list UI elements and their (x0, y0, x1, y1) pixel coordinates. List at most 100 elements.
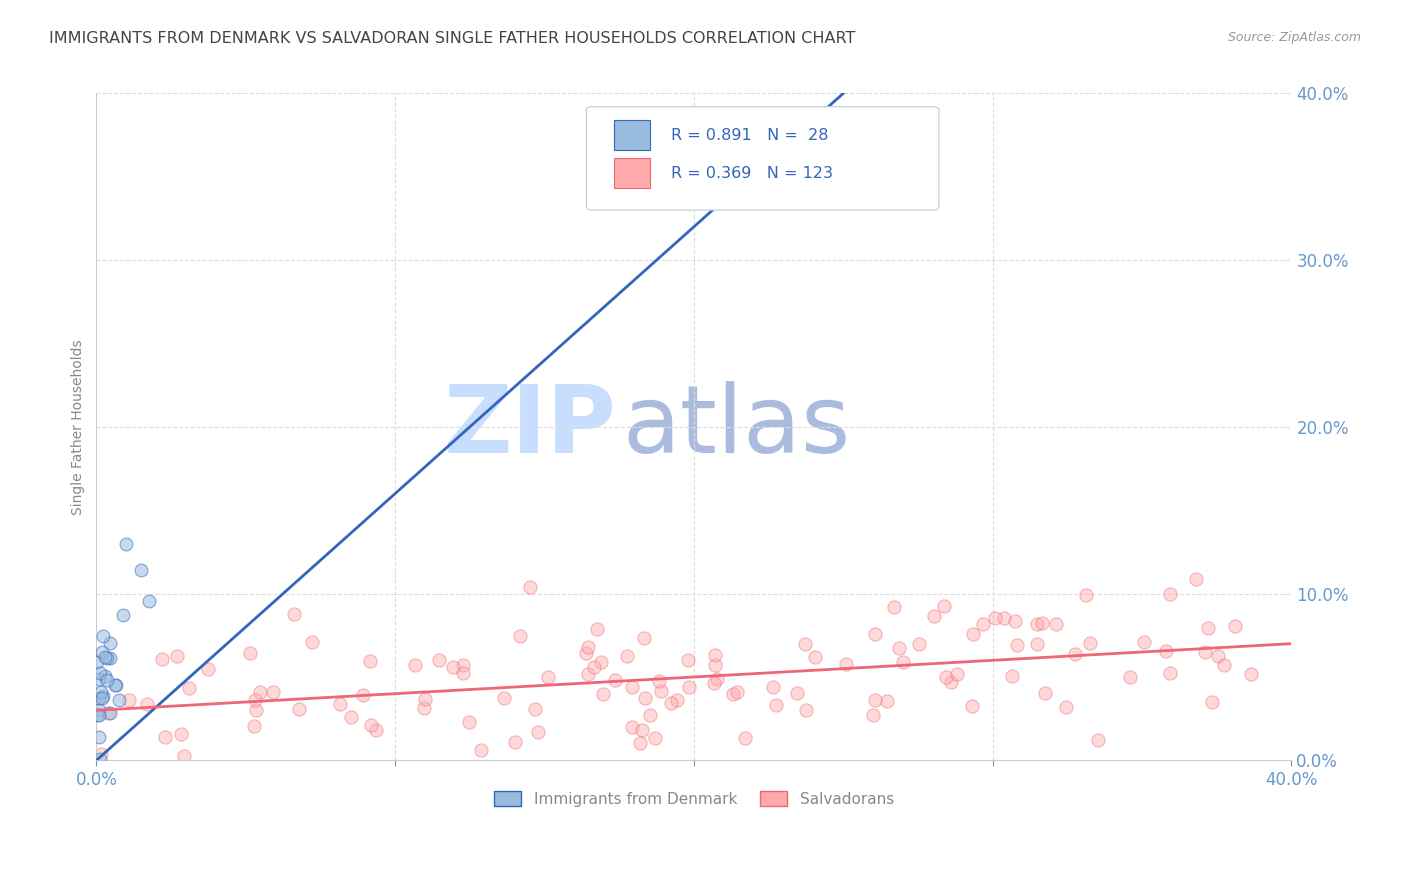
Point (360, 718, 382, 732)
Point (105, 678, 128, 692)
Point (503, 735, 526, 749)
Text: Source: ZipAtlas.com: Source: ZipAtlas.com (1227, 31, 1361, 45)
Point (666, 693, 689, 707)
Point (1133, 635, 1156, 649)
FancyBboxPatch shape (614, 120, 650, 151)
Point (427, 652, 450, 666)
Point (1119, 670, 1142, 684)
Point (765, 698, 787, 713)
Point (115, 536, 138, 550)
Point (804, 650, 827, 665)
Point (118, 692, 141, 706)
Point (509, 629, 531, 643)
Point (112, 608, 135, 623)
Point (644, 731, 666, 745)
Point (97, 706, 120, 720)
Point (93, 689, 115, 703)
Point (862, 707, 884, 722)
Point (301, 634, 323, 648)
Point (359, 654, 381, 668)
Point (891, 655, 914, 669)
Point (1197, 621, 1219, 635)
Point (960, 698, 983, 713)
Y-axis label: Single Father Households: Single Father Households (72, 339, 86, 515)
Point (794, 703, 817, 717)
Point (87, 691, 110, 706)
Point (288, 702, 311, 716)
Point (703, 648, 725, 662)
Point (1007, 638, 1029, 652)
Point (574, 646, 596, 660)
Point (659, 697, 682, 711)
Text: atlas: atlas (623, 381, 851, 473)
Point (704, 657, 727, 672)
Point (932, 599, 955, 613)
Point (413, 691, 436, 706)
Point (1045, 617, 1067, 632)
Point (90, 685, 112, 699)
Point (583, 660, 606, 674)
Point (703, 675, 725, 690)
Point (519, 580, 541, 594)
Point (633, 631, 655, 645)
Point (1004, 614, 1026, 628)
Point (108, 693, 131, 707)
Point (945, 667, 967, 681)
Point (908, 637, 931, 651)
Point (94, 669, 117, 683)
Point (94, 649, 117, 664)
Point (621, 720, 644, 734)
Point (883, 599, 905, 614)
Point (676, 653, 699, 667)
Point (794, 637, 817, 651)
Point (153, 730, 176, 744)
Point (451, 665, 474, 680)
Point (576, 640, 599, 654)
Point (138, 594, 160, 608)
Point (404, 657, 426, 672)
Point (89, 752, 111, 766)
Point (470, 743, 492, 757)
Point (451, 658, 474, 673)
Point (1159, 587, 1181, 601)
Point (441, 660, 464, 674)
Point (1078, 636, 1101, 650)
Point (197, 662, 219, 676)
Point (638, 707, 661, 722)
Point (1156, 643, 1178, 657)
Text: IMMIGRANTS FROM DENMARK VS SALVADORAN SINGLE FATHER HOUSEHOLDS CORRELATION CHART: IMMIGRANTS FROM DENMARK VS SALVADORAN SI… (49, 31, 856, 46)
Point (239, 646, 262, 660)
Point (352, 688, 374, 702)
Point (366, 723, 388, 737)
Point (592, 687, 614, 701)
Point (89, 665, 111, 680)
Point (98, 636, 121, 650)
Point (1194, 645, 1216, 659)
Point (87, 703, 110, 717)
Point (576, 667, 599, 681)
Point (628, 736, 651, 750)
Point (166, 649, 188, 664)
Point (630, 723, 652, 737)
Point (1201, 695, 1223, 709)
Point (725, 684, 748, 698)
Point (1035, 686, 1057, 700)
Point (173, 748, 195, 763)
Point (90, 644, 112, 658)
Point (1025, 616, 1047, 631)
Point (935, 670, 957, 684)
Point (86, 707, 108, 722)
Point (983, 611, 1005, 625)
Point (863, 627, 886, 641)
Point (86, 655, 108, 669)
Point (1063, 648, 1085, 662)
Point (89, 672, 111, 686)
Point (1239, 667, 1261, 681)
Point (972, 617, 994, 632)
Point (249, 685, 271, 699)
Point (170, 727, 193, 741)
Point (90, 690, 112, 705)
Point (1184, 572, 1206, 586)
Point (648, 674, 671, 689)
Point (723, 687, 745, 701)
